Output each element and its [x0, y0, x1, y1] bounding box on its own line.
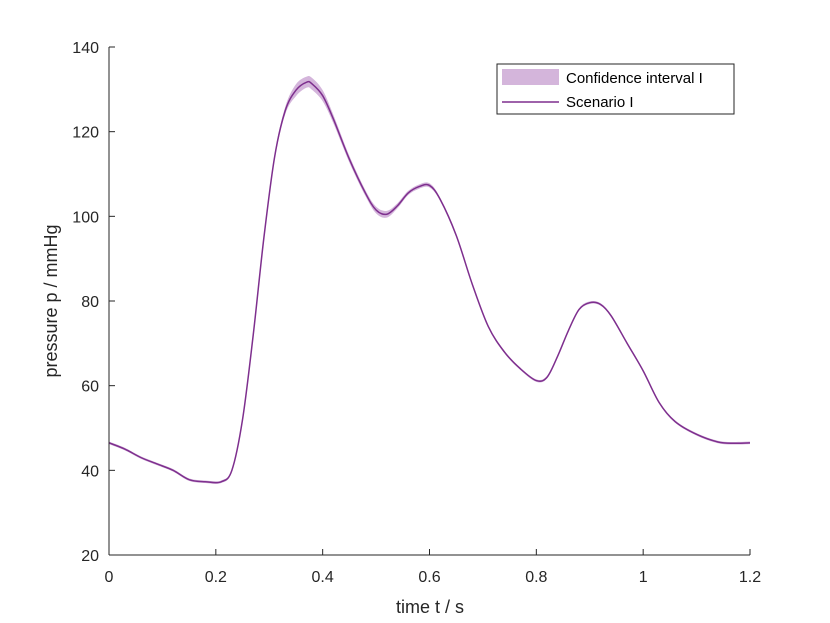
x-axis-title: time t / s	[396, 597, 464, 617]
y-tick-label: 60	[81, 379, 99, 396]
x-tick-label: 1.2	[739, 569, 761, 586]
y-axis-ticks: 20 40 60 80 100 120 140	[72, 40, 115, 565]
x-axis-ticks: 0 0.2 0.4 0.6 0.8 1 1.2	[105, 549, 761, 586]
x-tick-label: 0	[105, 569, 114, 586]
y-tick-label: 140	[72, 40, 99, 57]
y-axis-title: pressure p / mmHg	[41, 224, 61, 377]
plot-area	[108, 75, 751, 484]
x-tick-label: 0.2	[205, 569, 227, 586]
legend-label-confidence-interval: Confidence interval I	[566, 70, 703, 87]
x-tick-label: 0.6	[418, 569, 440, 586]
x-tick-label: 1	[639, 569, 648, 586]
legend-swatch-confidence-interval	[502, 69, 559, 85]
y-tick-label: 100	[72, 209, 99, 226]
x-tick-label: 0.8	[525, 569, 547, 586]
x-tick-label: 0.4	[312, 569, 334, 586]
y-tick-label: 20	[81, 548, 99, 565]
scenario-line	[108, 80, 751, 484]
y-tick-label: 80	[81, 294, 99, 311]
y-tick-label: 120	[72, 125, 99, 142]
legend: Confidence interval I Scenario I	[496, 63, 735, 115]
y-tick-label: 40	[81, 463, 99, 480]
legend-label-scenario: Scenario I	[566, 94, 634, 111]
